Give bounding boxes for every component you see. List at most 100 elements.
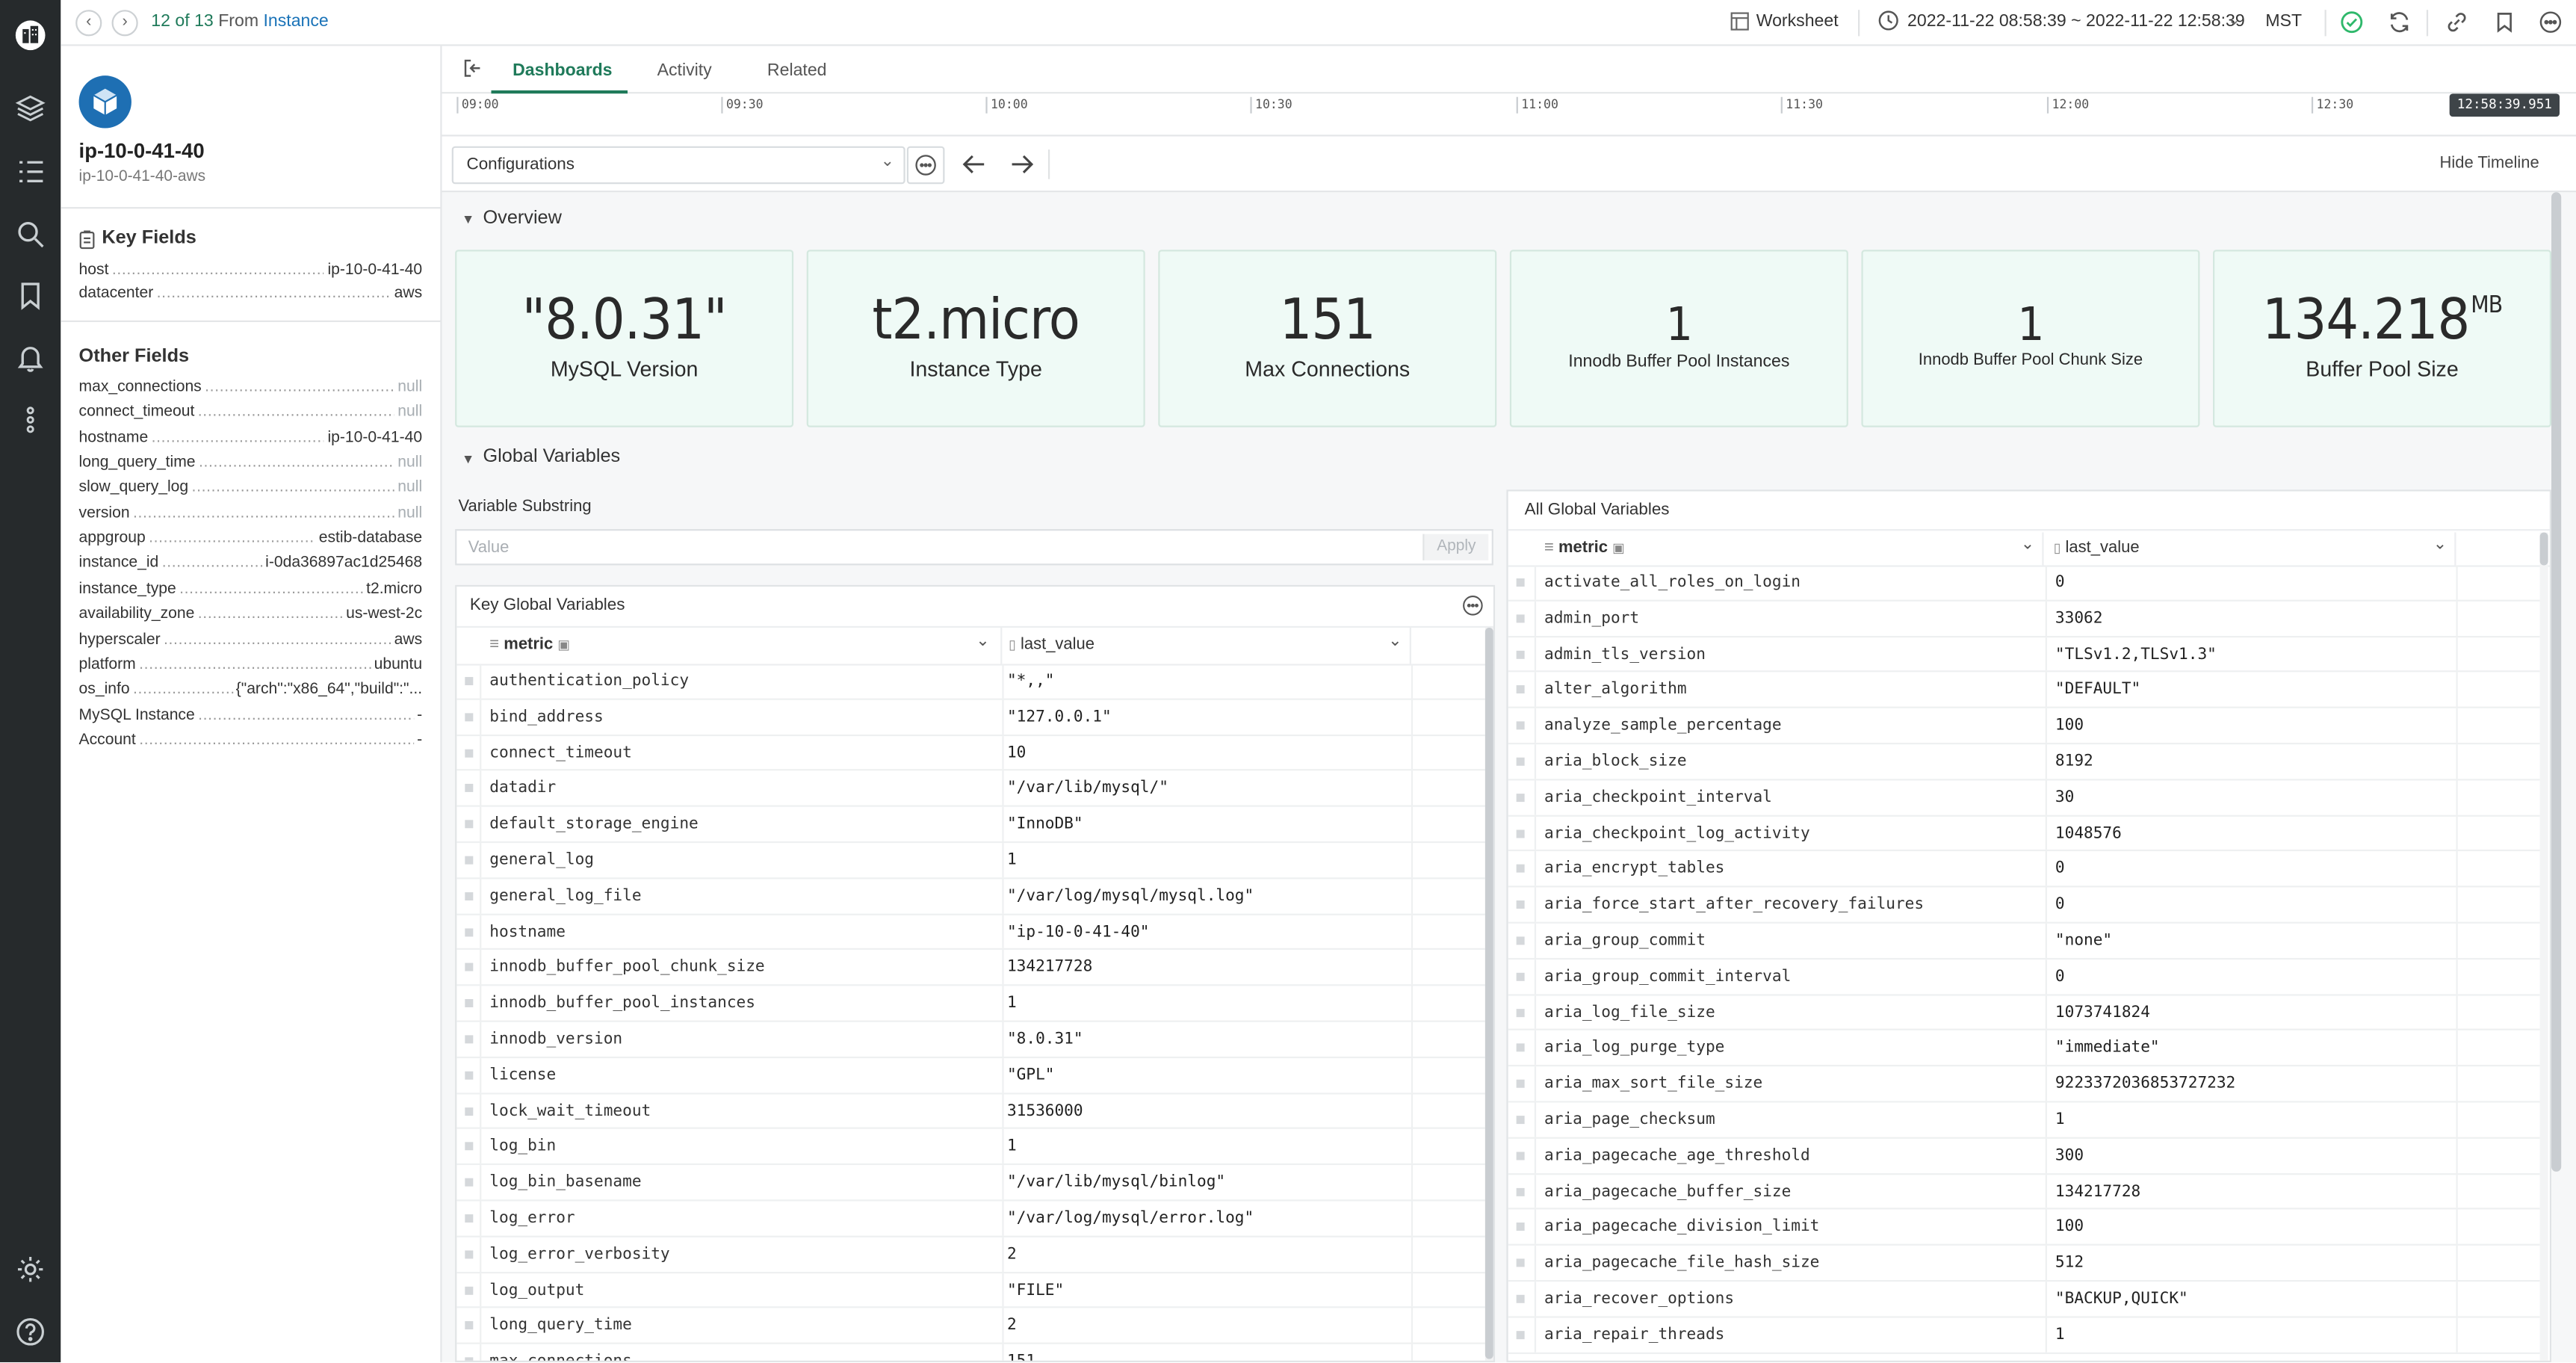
table-row[interactable]: aria_log_purge_type "immediate" [1508,1030,2540,1067]
status-ok-icon[interactable] [2339,10,2364,34]
row-handle-icon[interactable] [465,1357,474,1361]
chevron-down-icon[interactable]: ⌄ [2227,11,2241,28]
table-row[interactable]: lock_wait_timeout 31536000 [456,1093,1485,1130]
collapse-caret-icon[interactable]: ▼ [461,451,475,467]
tab-dashboards[interactable]: Dashboards [513,61,613,81]
row-handle-icon[interactable] [1516,1008,1525,1017]
column-header-last-value[interactable]: ▯ last_value ⌄ [2046,532,2456,566]
table-row[interactable]: log_output "FILE" [456,1273,1485,1309]
row-handle-icon[interactable] [465,820,474,829]
settings-icon[interactable] [15,1254,46,1285]
collapse-caret-icon[interactable]: ▼ [461,211,475,227]
table-row[interactable]: aria_recover_options "BACKUP,QUICK" [1508,1282,2540,1318]
row-handle-icon[interactable] [465,1214,474,1223]
table-row[interactable]: general_log 1 [456,843,1485,880]
table-row[interactable]: analyze_sample_percentage 100 [1508,708,2540,745]
help-icon[interactable] [15,1316,46,1347]
table-row[interactable]: aria_block_size 8192 [1508,744,2540,781]
table-row[interactable]: aria_log_file_size 1073741824 [1508,995,2540,1031]
more-options-icon[interactable] [2538,10,2563,34]
dashboard-select[interactable]: Configurations ⌄ [451,146,905,185]
dashboard-more-button[interactable] [906,146,945,185]
row-handle-icon[interactable] [1516,685,1525,694]
row-handle-icon[interactable] [1516,1223,1525,1231]
table-row[interactable]: aria_max_sort_file_size 92233720368537272… [1508,1066,2540,1103]
row-handle-icon[interactable] [465,856,474,865]
chevron-down-icon[interactable]: ⌄ [976,632,990,651]
back-button[interactable]: ‹ [75,10,102,37]
row-handle-icon[interactable] [1516,1258,1525,1267]
table-row[interactable]: aria_group_commit_interval 0 [1508,959,2540,995]
row-handle-icon[interactable] [465,676,474,685]
table-row[interactable]: aria_checkpoint_log_activity 1048576 [1508,815,2540,852]
column-header-metric[interactable]: ≡ metric ▣ ⌄ [480,628,1003,664]
row-handle-icon[interactable] [465,1071,474,1080]
table-row[interactable]: aria_force_start_after_recovery_failures… [1508,887,2540,924]
row-handle-icon[interactable] [1516,936,1525,945]
row-handle-icon[interactable] [1516,900,1525,909]
table-row[interactable]: log_bin 1 [456,1129,1485,1166]
row-handle-icon[interactable] [465,927,474,936]
row-handle-icon[interactable] [465,1285,474,1294]
row-handle-icon[interactable] [465,1249,474,1258]
row-handle-icon[interactable] [465,712,474,721]
row-handle-icon[interactable] [1516,1294,1525,1303]
table-row[interactable]: authentication_policy "*,," [456,664,1485,700]
table-row[interactable]: innodb_buffer_pool_chunk_size 134217728 [456,950,1485,986]
table-row[interactable]: aria_encrypt_tables 0 [1508,851,2540,888]
row-handle-icon[interactable] [1516,1044,1525,1053]
bookmark-icon[interactable] [2492,10,2517,34]
refresh-icon[interactable] [2387,10,2412,34]
app-logo-icon[interactable] [15,19,46,51]
row-handle-icon[interactable] [1516,1116,1525,1125]
timeline[interactable]: 09:00 09:30 10:00 10:30 11:00 11:30 12:0… [442,93,2576,137]
arrow-right-icon[interactable] [1009,153,1035,176]
row-handle-icon[interactable] [1516,649,1525,658]
table-row[interactable]: long_query_time 2 [456,1308,1485,1345]
row-handle-icon[interactable] [465,999,474,1008]
nav-source-link[interactable]: Instance [263,11,329,31]
forward-button[interactable]: › [111,10,138,37]
list-icon[interactable] [15,156,46,188]
row-handle-icon[interactable] [465,1321,474,1330]
table-row[interactable]: license "GPL" [456,1057,1485,1094]
tab-related[interactable]: Related [767,61,827,81]
row-handle-icon[interactable] [465,891,474,900]
table-row[interactable]: innodb_version "8.0.31" [456,1022,1485,1058]
more-icon[interactable] [15,404,46,436]
table-row[interactable]: innodb_buffer_pool_instances 1 [456,986,1485,1022]
row-handle-icon[interactable] [1516,1187,1525,1196]
table-row[interactable]: bind_address "127.0.0.1" [456,699,1485,736]
row-handle-icon[interactable] [1516,578,1525,587]
row-handle-icon[interactable] [1516,829,1525,838]
time-range-selector[interactable]: 2022-11-22 08:58:39 ~ 2022-11-22 12:58:3… [1907,11,2245,31]
tab-activity[interactable]: Activity [657,61,712,81]
row-handle-icon[interactable] [465,1107,474,1116]
row-handle-icon[interactable] [1516,613,1525,622]
row-handle-icon[interactable] [1516,721,1525,730]
table-row[interactable]: alter_algorithm "DEFAULT" [1508,673,2540,709]
scrollbar-track[interactable] [1484,628,1493,1361]
apply-button[interactable]: Apply [1422,534,1489,560]
hide-timeline-button[interactable]: Hide Timeline [2439,154,2539,173]
row-handle-icon[interactable] [465,1178,474,1187]
table-row[interactable]: log_error_verbosity 2 [456,1237,1485,1273]
main-scrollbar-thumb[interactable] [2551,192,2562,1172]
table-row[interactable]: max_connections 151 [456,1344,1485,1361]
collapse-panel-icon[interactable] [462,58,483,79]
timezone-selector[interactable]: MST [2265,11,2303,31]
row-handle-icon[interactable] [1516,865,1525,874]
scrollbar-thumb[interactable] [1484,628,1493,1359]
table-row[interactable]: aria_pagecache_age_threshold 300 [1508,1138,2540,1175]
table-row[interactable]: aria_repair_threads 1 [1508,1317,2540,1354]
row-handle-icon[interactable] [465,1035,474,1044]
layers-icon[interactable] [15,92,46,123]
table-row[interactable]: log_error "/var/log/mysql/error.log" [456,1201,1485,1237]
scrollbar-track[interactable] [2539,532,2548,1361]
chevron-down-icon[interactable]: ⌄ [2433,535,2447,554]
table-row[interactable]: aria_pagecache_division_limit 100 [1508,1210,2540,1246]
bookmark-icon[interactable] [15,279,46,311]
table-row[interactable]: admin_tls_version "TLSv1.2,TLSv1.3" [1508,637,2540,673]
table-row[interactable]: aria_checkpoint_interval 30 [1508,780,2540,816]
table-row[interactable]: connect_timeout 10 [456,735,1485,772]
